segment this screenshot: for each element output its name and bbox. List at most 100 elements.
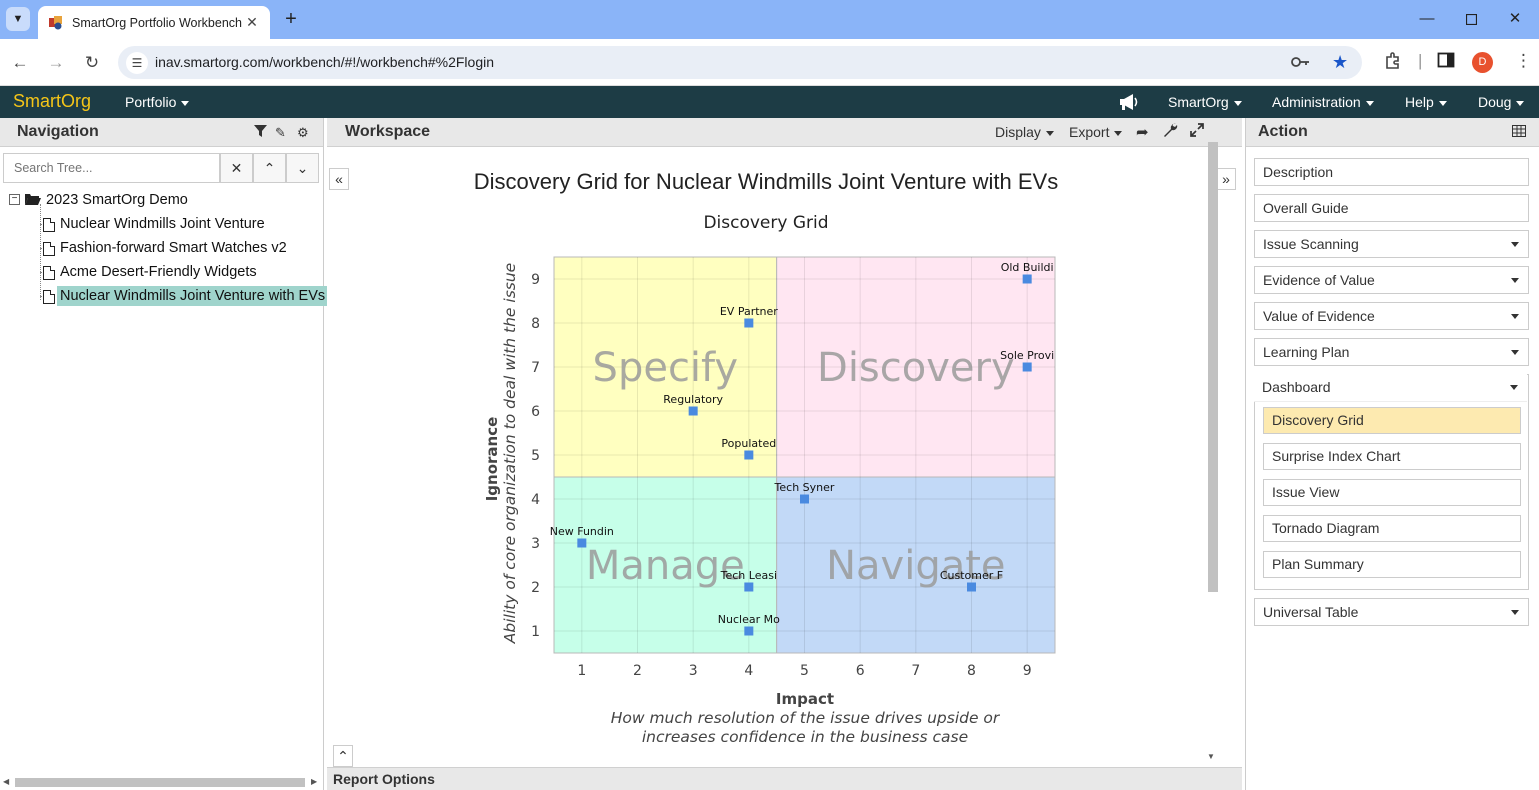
x-axis-description: How much resolution of the issue drives … (611, 709, 1001, 727)
quadrant-label-navigate: Navigate (826, 543, 1005, 589)
pencil-icon[interactable]: ✎ (275, 125, 286, 140)
description-label: Description (1263, 164, 1334, 180)
y-axis-label: Ignorance (483, 417, 501, 502)
data-point (800, 494, 809, 504)
search-down-button[interactable]: ⌄ (286, 153, 319, 183)
portfolio-menu[interactable]: Portfolio (125, 94, 190, 110)
data-point-label: Customer F (940, 569, 1003, 582)
smartorg-menu[interactable]: SmartOrg (1168, 94, 1242, 110)
wrench-icon[interactable] (1163, 123, 1178, 142)
description-button[interactable]: Description (1254, 158, 1529, 186)
browser-tab[interactable]: SmartOrg Portfolio Workbench ✕ (38, 6, 270, 39)
export-menu[interactable]: Export (1069, 124, 1123, 140)
discovery-grid-button[interactable]: Discovery Grid (1263, 407, 1521, 434)
dashboard-group: Dashboard Discovery Grid Surprise Index … (1254, 374, 1529, 590)
filter-icon[interactable] (254, 125, 267, 141)
tree-node-nuclear-windmills[interactable]: Nuclear Windmills Joint Venture (60, 216, 265, 232)
learning-plan-label: Learning Plan (1263, 344, 1350, 360)
collapse-right-button[interactable]: » (1216, 168, 1236, 190)
quadrant-label-discovery: Discovery (817, 345, 1015, 391)
caret-down-icon (1511, 242, 1519, 247)
help-menu[interactable]: Help (1405, 94, 1447, 110)
maximize-button[interactable] (1456, 8, 1486, 30)
x-tick-label: 2 (633, 663, 642, 679)
y-tick-label: 7 (531, 360, 540, 376)
close-icon: ✕ (1508, 10, 1522, 27)
action-header: Action (1246, 118, 1539, 147)
quadrant-discovery (776, 256, 1056, 478)
issue-view-button[interactable]: Issue View (1263, 479, 1521, 506)
collapse-toggle-icon[interactable]: − (9, 194, 20, 205)
profile-avatar[interactable]: D (1472, 52, 1493, 73)
overall-guide-button[interactable]: Overall Guide (1254, 194, 1529, 222)
collapse-left-button[interactable]: « (329, 168, 349, 190)
tree-connector (40, 204, 41, 300)
user-menu[interactable]: Doug (1478, 94, 1525, 110)
more-menu-icon[interactable]: ⋮ (1515, 51, 1532, 70)
address-bar[interactable]: ☰ inav.smartorg.com/workbench/#!/workben… (118, 46, 1362, 79)
share-icon[interactable]: ➦ (1136, 124, 1149, 141)
administration-menu[interactable]: Administration (1272, 94, 1374, 110)
value-of-evidence-dropdown[interactable]: Value of Evidence (1254, 302, 1529, 330)
back-button[interactable]: ← (8, 51, 32, 75)
horizontal-scrollbar[interactable]: ◀ ▶ (3, 776, 319, 789)
separator: | (1418, 51, 1423, 70)
scrollbar-thumb[interactable] (1208, 142, 1218, 592)
minimize-button[interactable]: — (1412, 8, 1442, 30)
tab-search-button[interactable]: ▼ (6, 7, 30, 31)
learning-plan-dropdown[interactable]: Learning Plan (1254, 338, 1529, 366)
search-tree-input[interactable] (3, 153, 220, 183)
scroll-right-icon[interactable]: ▶ (311, 777, 318, 786)
report-options-label: Report Options (333, 771, 435, 787)
site-info-icon[interactable]: ☰ (126, 52, 148, 74)
report-options-bar[interactable]: Report Options (327, 767, 1242, 790)
search-up-button[interactable]: ⌃ (253, 153, 286, 183)
tree-node-desert-widgets[interactable]: Acme Desert-Friendly Widgets (60, 264, 257, 280)
key-icon[interactable] (1290, 52, 1310, 77)
discovery-grid-chart: Discovery Grid for Nuclear Windmills Joi… (474, 169, 1058, 746)
star-icon[interactable]: ★ (1332, 52, 1349, 72)
scrollbar-thumb[interactable] (15, 778, 305, 787)
gear-icon[interactable]: ⚙ (297, 125, 309, 140)
document-icon (43, 290, 55, 304)
table-icon[interactable] (1512, 125, 1526, 140)
smartorg-favicon-icon (48, 15, 64, 31)
x-tick-label: 8 (967, 663, 976, 679)
tree-node-nuclear-windmills-evs[interactable]: Nuclear Windmills Joint Venture with EVs (57, 286, 329, 306)
extensions-icon[interactable] (1383, 51, 1403, 76)
data-point (577, 538, 587, 548)
reload-button[interactable]: ↻ (80, 51, 104, 75)
action-panel: Action Description Overall Guide Issue S… (1245, 118, 1539, 790)
vertical-scrollbar[interactable]: ▼ (1205, 136, 1219, 766)
evidence-of-value-dropdown[interactable]: Evidence of Value (1254, 266, 1529, 294)
tree-root-node[interactable]: 2023 SmartOrg Demo (46, 192, 188, 208)
plan-summary-button[interactable]: Plan Summary (1263, 551, 1521, 578)
issue-scanning-dropdown[interactable]: Issue Scanning (1254, 230, 1529, 258)
display-menu[interactable]: Display (995, 124, 1054, 140)
chart-title: Discovery Grid for Nuclear Windmills Joi… (474, 169, 1058, 194)
dashboard-dropdown[interactable]: Dashboard (1254, 374, 1527, 402)
brand-logo[interactable]: SmartOrg (13, 91, 92, 111)
megaphone-icon[interactable] (1118, 93, 1140, 111)
tornado-diagram-button[interactable]: Tornado Diagram (1263, 515, 1521, 542)
forward-button[interactable]: → (44, 51, 68, 75)
overall-guide-label: Overall Guide (1263, 200, 1349, 216)
chevron-down-icon: ▼ (12, 13, 24, 25)
workspace-header: Workspace Display Export ➦ (327, 118, 1242, 147)
side-panel-icon[interactable] (1437, 51, 1455, 74)
expand-icon[interactable] (1190, 123, 1204, 141)
surprise-index-chart-button[interactable]: Surprise Index Chart (1263, 443, 1521, 470)
tree-node-smart-watches[interactable]: Fashion-forward Smart Watches v2 (60, 240, 287, 256)
clear-search-button[interactable]: ✕ (220, 153, 253, 183)
close-icon[interactable]: ✕ (246, 14, 258, 30)
value-of-evidence-label: Value of Evidence (1263, 308, 1375, 324)
x-tick-label: 3 (689, 663, 698, 679)
scroll-left-icon[interactable]: ◀ (3, 777, 10, 786)
data-point (744, 318, 754, 328)
issue-scanning-label: Issue Scanning (1263, 236, 1359, 252)
scroll-down-icon[interactable]: ▼ (1207, 752, 1215, 761)
new-tab-button[interactable]: + (280, 8, 302, 30)
close-window-button[interactable]: ✕ (1500, 8, 1530, 30)
universal-table-dropdown[interactable]: Universal Table (1254, 598, 1529, 626)
collapse-report-options-button[interactable]: ⌃ (333, 745, 353, 767)
